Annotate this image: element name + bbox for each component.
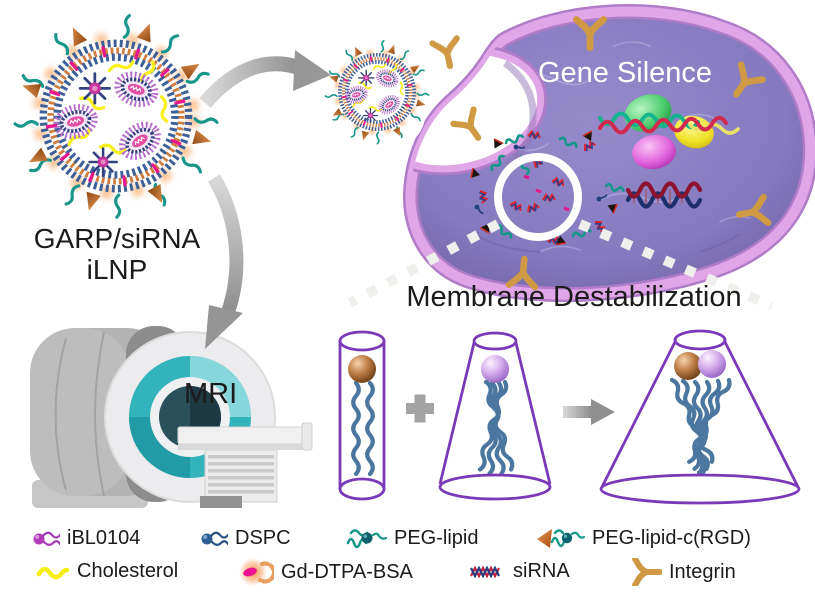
gene-silence-label: Gene Silence: [537, 57, 713, 89]
legend-item-cholesterol: Cholesterol: [36, 560, 178, 583]
peg-lipid-icon: [346, 529, 387, 549]
legend-label: iBL0104: [67, 526, 141, 549]
legend-label: DSPC: [235, 526, 291, 549]
cell-illustration: [347, 12, 810, 311]
legend-item-dspc: DSPC: [200, 525, 291, 551]
legend-label: PEG-lipid: [394, 526, 479, 549]
risc-complex-illustration: [598, 94, 740, 170]
mri-arrow: [205, 174, 244, 349]
legend-item-sirna: siRNA: [468, 560, 570, 583]
legend-item-ibl0104: iBL0104: [32, 525, 140, 551]
lnp-large-illustration: [15, 15, 217, 217]
dashed-pointer-left: [347, 219, 501, 308]
dna-helix: [625, 181, 703, 209]
legend-label: siRNA: [513, 560, 570, 582]
magnifier-circle: [494, 153, 582, 241]
lipid-cone-diagram: [438, 331, 552, 501]
mri-label: MRI: [184, 378, 238, 410]
legend-item-integrin: Integrin: [630, 558, 736, 586]
garp-ilnp-label: GARP/siRNA iLNP: [14, 223, 220, 286]
ibl0104-icon: [33, 531, 60, 546]
membrane-destabilization-label: Membrane Destabilization: [406, 281, 742, 313]
legend-label: Cholesterol: [77, 560, 179, 582]
cholesterol-icon: [36, 566, 70, 579]
integrin-legend-icon: [632, 558, 662, 586]
mri-table: [177, 422, 313, 451]
garp-ilnp-label-line1: GARP/siRNA: [33, 223, 201, 254]
legend-label: Gd-DTPA-BSA: [281, 560, 413, 583]
plus-icon: [406, 394, 434, 423]
dspc-icon: [201, 531, 228, 546]
combined-cone-diagram: [599, 329, 801, 505]
mri-vents: [204, 449, 278, 503]
peg-lipid-crgd-icon: [537, 529, 585, 548]
legend-item-peg-lipid: PEG-lipid: [345, 525, 478, 551]
uptake-arrow: [199, 50, 331, 108]
legend-item-gd-dtpa-bsa: Gd-DTPA-BSA: [238, 557, 413, 587]
mri-scanner-illustration: [30, 326, 313, 508]
sirna-icon: [470, 565, 500, 578]
mrna-helix: [598, 111, 740, 135]
legend-label: PEG-lipid-c(RGD): [592, 526, 751, 549]
gd-dtpa-bsa-icon: [239, 558, 274, 586]
lipid-cylinder-diagram: [338, 330, 386, 501]
garp-ilnp-label-line2: iLNP: [86, 254, 148, 286]
legend-item-peg-lipid-crgd: PEG-lipid-c(RGD): [535, 525, 751, 551]
arrow-right-icon: [563, 399, 615, 425]
legend-label: Integrin: [669, 560, 736, 583]
